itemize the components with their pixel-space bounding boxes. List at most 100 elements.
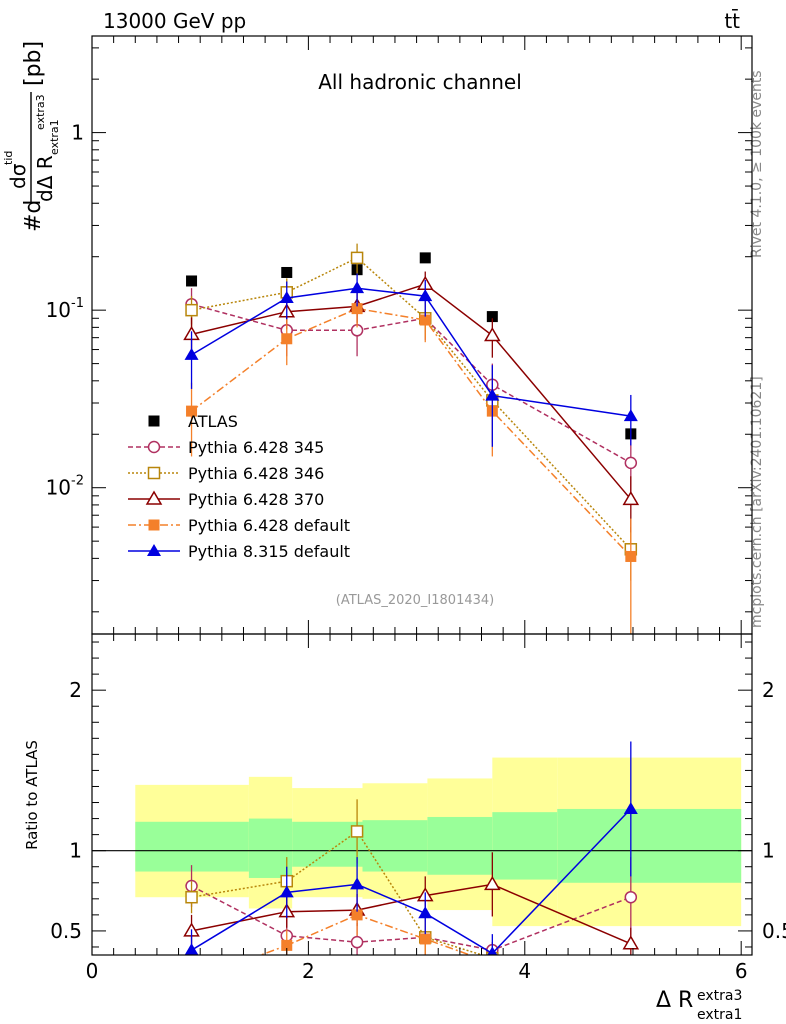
data-point [350,281,365,294]
legend: ATLAS Pythia 6.428 345 Pythia 6.428 346 Pyt… [128,412,350,561]
analysis-id: (ATLAS_2020_I1801434) [336,593,494,608]
main-series-atlas [186,252,637,440]
main-panel: 10-2 10-1 1 All hadronic channel (ATLAS_20… [2,35,753,635]
data-point [350,877,365,890]
data-point [350,935,364,949]
data-point [622,935,640,950]
uncertainty-band-green [492,812,558,880]
legend-marker [148,415,160,427]
y-tick-label: 1 [69,839,82,863]
uncertainty-band-green [135,821,249,872]
legend-label: Pythia 6.428 346 [188,464,324,483]
legend-entry: Pythia 8.315 default [128,542,350,561]
series-line [191,257,632,550]
svg-text:extra3: extra3 [34,94,47,130]
series-line [191,303,632,464]
data-point [185,890,198,904]
legend-entry: ATLAS [148,412,238,431]
ratio-panel: 0.5 0.5 1 1 2 2 0 2 4 6 Ratio to ATLAS Δ R extra3… [23,633,786,1023]
data-point [625,974,636,985]
data-point [419,933,431,945]
series-line [191,885,632,951]
data-point [186,405,198,417]
x-tick-label: 0 [86,959,99,983]
data-point [350,251,364,265]
data-point [186,275,198,287]
y-tick-label: 10-1 [46,296,84,322]
legend-entry: Pythia 6.428 default [128,516,350,535]
data-point [419,252,431,264]
data-point [186,975,197,986]
x-tick-label: 4 [518,959,531,983]
svg-text:Δ R: Δ R [656,988,693,1013]
series-line [191,283,632,500]
data-point [350,825,364,838]
y-tick-label: 1 [762,839,775,863]
legend-label: Pythia 8.315 default [188,542,350,561]
uncertainty-band-green [248,818,293,878]
legend-entry: Pythia 6.428 346 [128,464,324,483]
legend-entry: Pythia 6.428 345 [128,438,324,457]
legend-marker [147,466,161,480]
data-point [281,333,293,345]
x-tick-label: 2 [302,959,315,983]
legend-entry: Pythia 6.428 370 [128,490,324,509]
svg-text:[pb]: [pb] [21,41,46,86]
uncertainty-band-green [557,808,742,883]
side-label-bottom: mcplots.cern.ch [arXiv:2401.10621] [749,376,765,628]
legend-marker [147,440,161,454]
data-point [487,946,498,955]
energy-label: 13000 GeV pp [103,9,246,33]
legend-label: ATLAS [188,412,238,431]
series-line [191,287,631,417]
svg-text:tid: tid [2,151,15,165]
data-point [484,326,501,342]
main-title: All hadronic channel [318,70,522,94]
y-tick-label: 10-2 [46,474,84,500]
ratio-ylabel: Ratio to ATLAS [23,740,41,850]
data-point [418,289,433,302]
ratio-xlabel: Δ R extra3 extra1 [656,988,742,1023]
data-point [281,266,293,278]
data-point [485,388,500,401]
data-point [185,303,198,317]
y-tick-label: 2 [762,678,775,702]
data-point [279,885,294,898]
uncertainty-band-green [427,816,493,875]
data-point [184,943,199,955]
y-tick-label: 2 [69,678,82,702]
y-tick-label: 0.5 [762,919,786,943]
svg-text:extra1: extra1 [697,1007,742,1023]
main-series-pythia-8-315-default [184,273,638,447]
svg-text:extra3: extra3 [697,988,742,1004]
legend-label: Pythia 6.428 370 [188,490,324,509]
data-point [419,314,431,326]
ratio-series-pythia-8-315-default [184,741,638,955]
data-point [351,909,363,921]
legend-marker [147,544,161,556]
data-point [624,890,638,904]
process-label: tt̄ [724,8,740,33]
svg-text:extra1: extra1 [48,119,61,155]
data-point [418,906,433,919]
uncertainty-band-green [292,821,363,867]
data-point [351,303,363,315]
series-line [191,830,485,955]
ratio-frame [91,633,753,956]
data-point [487,958,498,969]
data-point [484,875,501,891]
data-point [281,939,293,951]
y-tick-label: 0.5 [50,919,82,943]
data-point [623,801,638,814]
legend-label: Pythia 6.428 default [188,516,350,535]
svg-text:dσ: dσ [6,163,30,189]
series-line [191,883,632,945]
x-tick-label: 6 [735,959,748,983]
series-line [191,808,632,955]
data-point [625,550,637,562]
series-line [258,914,473,955]
data-point [623,409,638,422]
legend-marker [148,519,160,531]
side-label-top: Rivet 4.1.0, ≥ 100k events [749,70,765,258]
